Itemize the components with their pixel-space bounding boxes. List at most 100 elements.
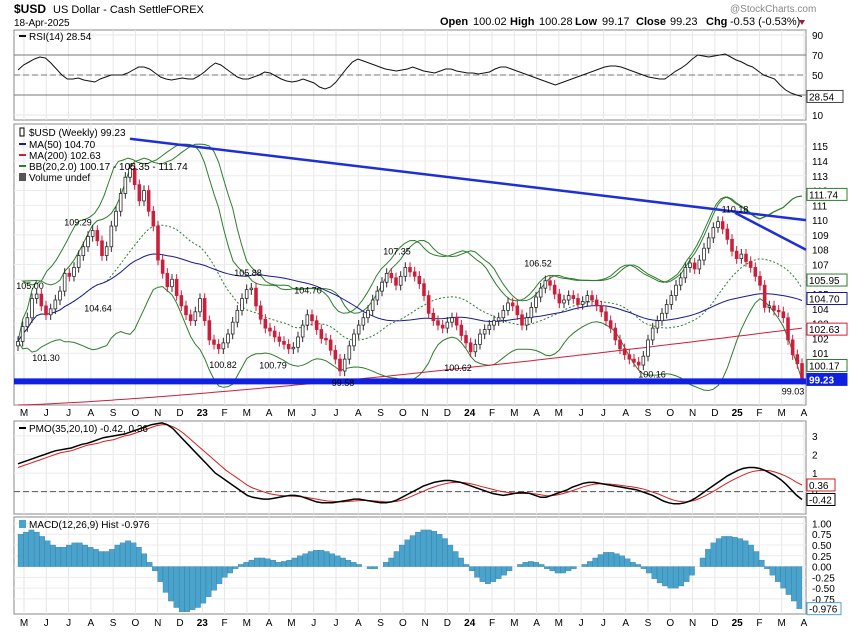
candle-body	[753, 267, 758, 277]
candle-body	[692, 262, 697, 270]
candle-body	[314, 320, 319, 330]
macd-bar	[587, 561, 593, 567]
close-label: Close	[636, 16, 666, 28]
macd-bar	[345, 559, 352, 567]
candle-body	[510, 302, 515, 307]
candle-body	[272, 330, 277, 338]
candle-body	[739, 253, 744, 259]
macd-bar	[318, 550, 325, 567]
x-axis-label: A	[801, 618, 808, 629]
candle-body	[641, 355, 646, 366]
macd-bar	[238, 564, 244, 567]
ma50-legend: MA(50) 104.70	[29, 140, 96, 151]
candle-body	[445, 321, 450, 329]
macd-bar	[152, 566, 158, 572]
trend-line-2	[734, 211, 807, 251]
macd-bar	[243, 562, 250, 567]
macd-bar	[538, 564, 545, 567]
candle-body	[90, 230, 95, 237]
macd-bar	[39, 536, 45, 567]
x-axis-label: N	[154, 408, 161, 419]
candle-body	[86, 235, 90, 248]
candle-body	[515, 305, 520, 316]
x-axis-label: J	[334, 618, 339, 629]
candle-body	[263, 318, 268, 329]
pmo-tick-label: 3	[812, 432, 818, 443]
macd-bar	[366, 566, 373, 569]
candle-body	[198, 298, 202, 313]
macd-bar	[254, 557, 260, 567]
price-legend: $USD (Weekly) 99.23	[29, 128, 126, 139]
symbol-name: US Dollar - Cash Settle	[53, 4, 167, 16]
candle-body	[450, 317, 454, 323]
price-tick-label: 101	[812, 349, 829, 360]
price-annotation: 99.03	[782, 386, 805, 396]
candle-body	[426, 295, 431, 314]
macd-bar	[205, 566, 212, 597]
macd-bar	[791, 566, 797, 602]
macd-bar	[178, 566, 185, 612]
x-axis-label: N	[422, 408, 429, 419]
macd-bar	[114, 544, 121, 567]
candle-body	[342, 358, 347, 372]
price-tick-label: 104	[812, 305, 829, 316]
candle-body	[109, 225, 114, 248]
candle-body	[781, 311, 786, 319]
pmo-panel: 32100.36-0.42	[14, 422, 836, 506]
candle-body	[678, 277, 683, 286]
candle-body	[403, 267, 408, 277]
price-last-value: 105.95	[809, 276, 840, 287]
macd-bar	[592, 557, 599, 567]
macd-bar	[55, 547, 62, 567]
macd-bar	[334, 555, 341, 567]
macd-bar	[404, 539, 411, 567]
x-axis-label: J	[66, 408, 71, 419]
macd-bar	[173, 566, 180, 608]
macd-bar	[769, 566, 776, 576]
candle-body	[762, 284, 767, 308]
macd-tick-label: 1.00	[812, 519, 832, 530]
price-annotation: 100.79	[259, 360, 287, 370]
x-axis-label: O	[666, 618, 674, 629]
rsi-legend: RSI(14) 28.54	[29, 32, 92, 43]
x-axis-label: F	[756, 618, 762, 629]
macd-tick-label: -0.50	[812, 584, 835, 595]
macd-bar	[82, 544, 88, 567]
macd-tick-label: 0.25	[812, 552, 832, 563]
macd-bar	[23, 531, 29, 567]
macd-bar	[630, 562, 636, 567]
x-axis-label: M	[20, 618, 28, 629]
chart-date: 18-Apr-2025	[14, 18, 70, 29]
macd-bar	[383, 562, 389, 567]
x-axis-label: M	[243, 408, 251, 419]
x-axis-label: O	[132, 618, 140, 629]
x-axis-label: M	[510, 618, 518, 629]
x-axis-label: F	[756, 408, 762, 419]
macd-bar	[436, 534, 443, 567]
candle-body	[338, 358, 342, 372]
macd-bar	[286, 559, 293, 567]
macd-bar	[264, 558, 271, 567]
candle-body	[277, 336, 282, 342]
x-axis-label: M	[287, 408, 295, 419]
candle-body	[585, 295, 590, 302]
x-axis-label: S	[377, 618, 384, 629]
macd-bar	[393, 551, 400, 567]
price-tick-label: 108	[812, 246, 829, 257]
x-axis-label: S	[645, 618, 652, 629]
candle-body	[366, 309, 370, 319]
macd-bar	[721, 536, 727, 567]
candle-body	[100, 240, 104, 257]
candle-body	[571, 295, 576, 299]
price-annotation: 100.82	[209, 360, 237, 370]
macd-bar	[533, 562, 540, 567]
macd-bar	[758, 559, 765, 567]
macd-bar	[232, 566, 239, 569]
x-axis-label: A	[622, 618, 629, 629]
bb-upper-line-full	[17, 143, 803, 342]
candle-body	[478, 333, 482, 345]
candle-body	[776, 309, 781, 313]
x-axis-label: 23	[197, 408, 209, 419]
